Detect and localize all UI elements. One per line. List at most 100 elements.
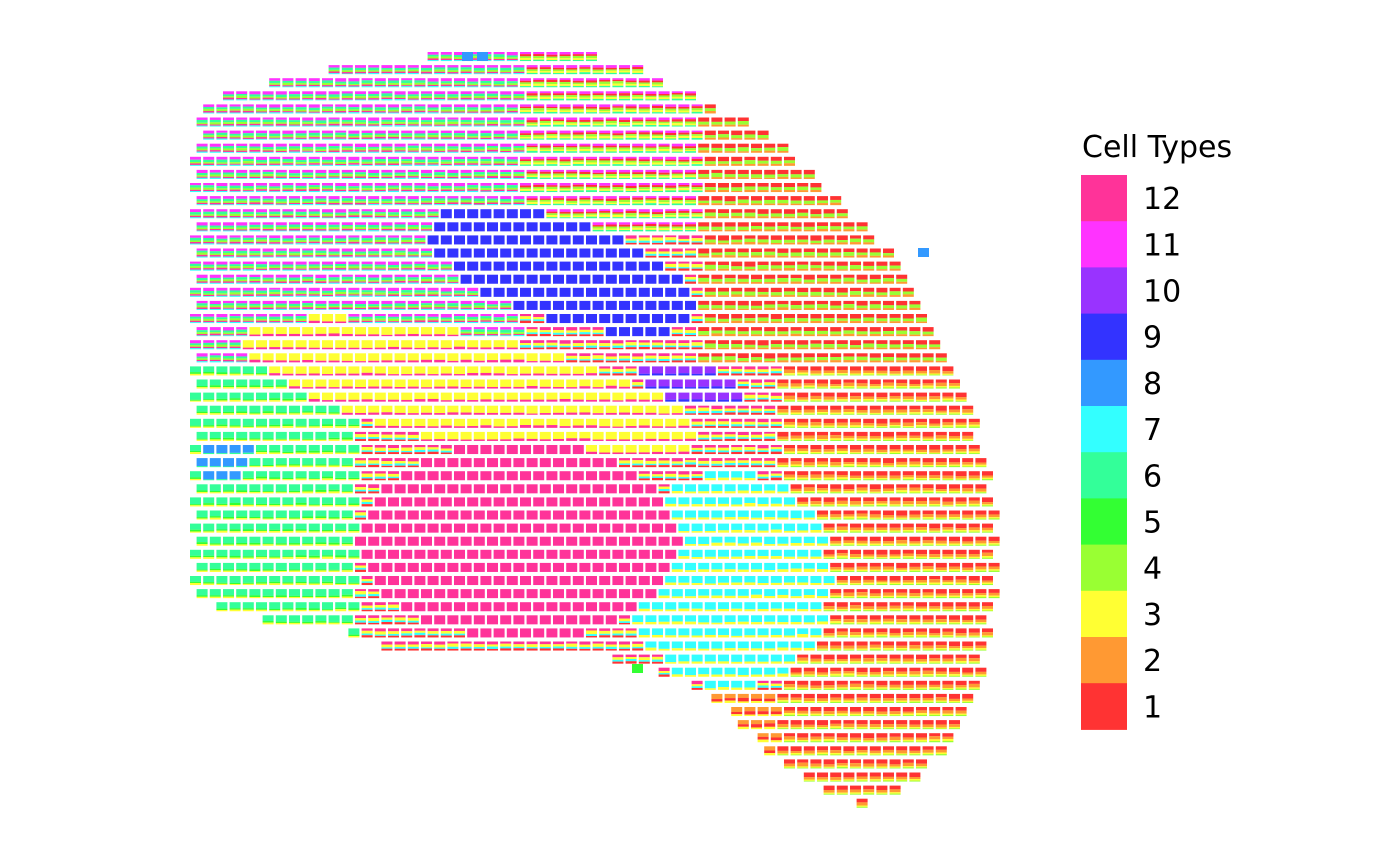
- spot-slice-6: [335, 212, 347, 215]
- spot-slice-4: [229, 108, 241, 111]
- spot-slice-6: [440, 185, 452, 189]
- spot-slice-7: [242, 296, 254, 297]
- spot-slice-11: [361, 287, 373, 291]
- spot-slice-4: [718, 265, 729, 269]
- spot-slice-7: [506, 60, 518, 62]
- spot-slice-2: [797, 216, 809, 219]
- spot-slice-6: [473, 198, 485, 202]
- spot-slice-2: [823, 268, 835, 271]
- spot-slice-4: [368, 96, 380, 99]
- spot-slice-1: [817, 300, 828, 305]
- spot-slice-3: [599, 136, 611, 139]
- spot-slice-7: [328, 282, 340, 284]
- spot-slice-4: [850, 238, 861, 243]
- spot-slice-7: [203, 138, 215, 140]
- spot-slice-6: [553, 177, 564, 179]
- spot-slice-4: [777, 199, 789, 204]
- spot-slice-1: [797, 209, 809, 213]
- spot-slice-12: [414, 163, 426, 165]
- spot: [830, 274, 842, 284]
- spot: [414, 104, 426, 114]
- spot-slice-3: [559, 58, 571, 60]
- spot: [790, 327, 802, 337]
- spot-slice-1: [896, 327, 908, 331]
- spot: [546, 261, 558, 271]
- spot-slice-4: [586, 134, 597, 137]
- spot: [592, 169, 604, 179]
- spot-slice-4: [394, 174, 406, 177]
- spot-slice-11: [632, 222, 644, 225]
- spot: [671, 222, 683, 232]
- spot: [533, 314, 545, 324]
- spot: [374, 156, 386, 166]
- spot-slice-4: [836, 292, 848, 296]
- spot: [520, 287, 531, 297]
- spot-slice-9: [480, 235, 492, 245]
- spot-slice-1: [592, 119, 604, 122]
- spot-slice-9: [599, 314, 611, 324]
- spot: [216, 235, 228, 245]
- spot: [665, 287, 677, 297]
- spot-slice-2: [711, 203, 723, 206]
- spot: [249, 196, 261, 206]
- spot-slice-7: [388, 296, 399, 297]
- spot-slice-12: [249, 98, 261, 100]
- spot: [394, 143, 406, 153]
- spot-slice-6: [586, 190, 597, 193]
- spot-slice-11: [401, 156, 413, 160]
- spot-slice-9: [605, 274, 617, 284]
- spot-slice-7: [275, 282, 287, 284]
- spot-slice-1: [685, 146, 696, 149]
- spot-slice-4: [421, 96, 432, 99]
- spot-slice-4: [302, 278, 314, 281]
- spot-slice-12: [328, 123, 340, 126]
- spot-slice-2: [777, 281, 789, 284]
- spot-slice-7: [374, 191, 386, 193]
- spot-slice-6: [493, 81, 505, 85]
- spot-slice-4: [797, 318, 809, 322]
- spot: [348, 287, 360, 297]
- spot: [493, 235, 505, 245]
- spot-slice-12: [374, 242, 386, 244]
- spot-slice-7: [262, 151, 274, 153]
- spot: [810, 314, 822, 324]
- spot-slice-6: [652, 190, 663, 193]
- spot-slice-1: [711, 327, 723, 331]
- spot: [421, 300, 432, 310]
- spot-slice-4: [335, 266, 347, 269]
- spot-slice-4: [784, 239, 795, 243]
- spot-slice-6: [289, 146, 300, 149]
- spot-slice-4: [348, 84, 360, 86]
- spot-slice-6: [368, 224, 380, 228]
- spot: [731, 156, 743, 166]
- spot-slice-3: [546, 109, 558, 113]
- spot-slice-7: [447, 125, 459, 127]
- spot-slice-7: [355, 151, 366, 153]
- spot-slice-6: [275, 250, 287, 254]
- spot-slice-1: [559, 159, 571, 162]
- spot-slice-4: [744, 212, 756, 217]
- spot-slice-6: [229, 106, 241, 109]
- spot-slice-11: [506, 183, 518, 186]
- spot-slice-11: [256, 287, 267, 291]
- spot-slice-6: [315, 250, 327, 254]
- spot-slice-3: [586, 188, 597, 191]
- spot: [355, 300, 366, 310]
- spot-slice-4: [203, 135, 215, 138]
- spot-slice-1: [520, 159, 531, 162]
- spot: [711, 300, 723, 310]
- spot-slice-6: [645, 151, 657, 153]
- spot-slice-7: [302, 308, 314, 310]
- spot-slice-6: [473, 329, 485, 332]
- spot-slice-7: [460, 152, 472, 153]
- spot-slice-11: [348, 183, 360, 187]
- spot-slice-11: [368, 274, 380, 278]
- spot-slice-2: [902, 321, 914, 324]
- spot-slice-12: [506, 137, 518, 139]
- spot-slice-12: [368, 255, 380, 257]
- spot-slice-2: [803, 177, 815, 179]
- spot-slice-3: [526, 202, 538, 205]
- spot-slice-11: [308, 235, 320, 238]
- spot: [223, 196, 234, 206]
- spot: [744, 261, 756, 271]
